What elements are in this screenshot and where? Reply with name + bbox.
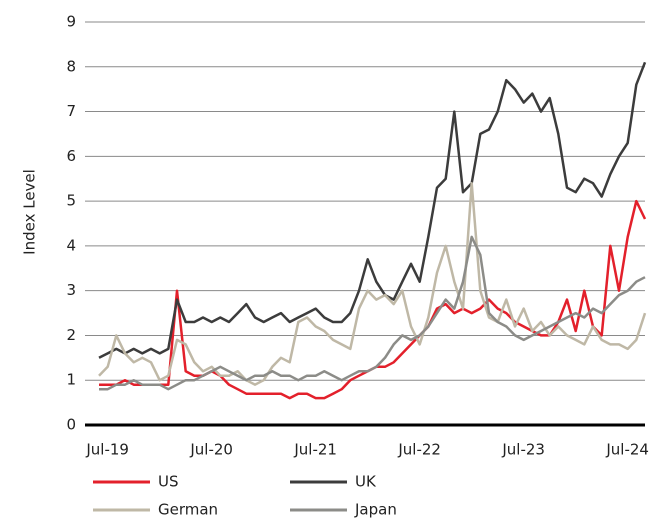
y-axis-label: Index Level bbox=[21, 169, 39, 255]
y-tick-label: 4 bbox=[66, 236, 76, 254]
x-tick-label: Jul-20 bbox=[189, 441, 233, 459]
x-tick-label: Jul-19 bbox=[85, 441, 129, 459]
x-tick-label: Jul-23 bbox=[501, 441, 545, 459]
legend-label: German bbox=[158, 501, 218, 519]
y-tick-label: 6 bbox=[66, 147, 76, 165]
x-tick-label: Jul-24 bbox=[605, 441, 649, 459]
y-tick-label: 5 bbox=[66, 192, 76, 210]
legend-label: UK bbox=[355, 473, 377, 491]
x-tick-label: Jul-21 bbox=[293, 441, 337, 459]
x-tick-label: Jul-22 bbox=[397, 441, 441, 459]
y-tick-label: 3 bbox=[66, 281, 76, 299]
line-series bbox=[98, 61, 647, 359]
legend-label: Japan bbox=[354, 501, 397, 519]
y-tick-label: 0 bbox=[66, 416, 76, 434]
legend-label: US bbox=[158, 473, 179, 491]
y-tick-label: 9 bbox=[66, 13, 76, 31]
y-tick-label: 1 bbox=[66, 371, 76, 389]
line-series bbox=[98, 181, 647, 386]
y-tick-label: 7 bbox=[66, 102, 76, 120]
y-tick-label: 2 bbox=[66, 326, 76, 344]
y-tick-label: 8 bbox=[66, 57, 76, 75]
line-series bbox=[99, 235, 646, 391]
